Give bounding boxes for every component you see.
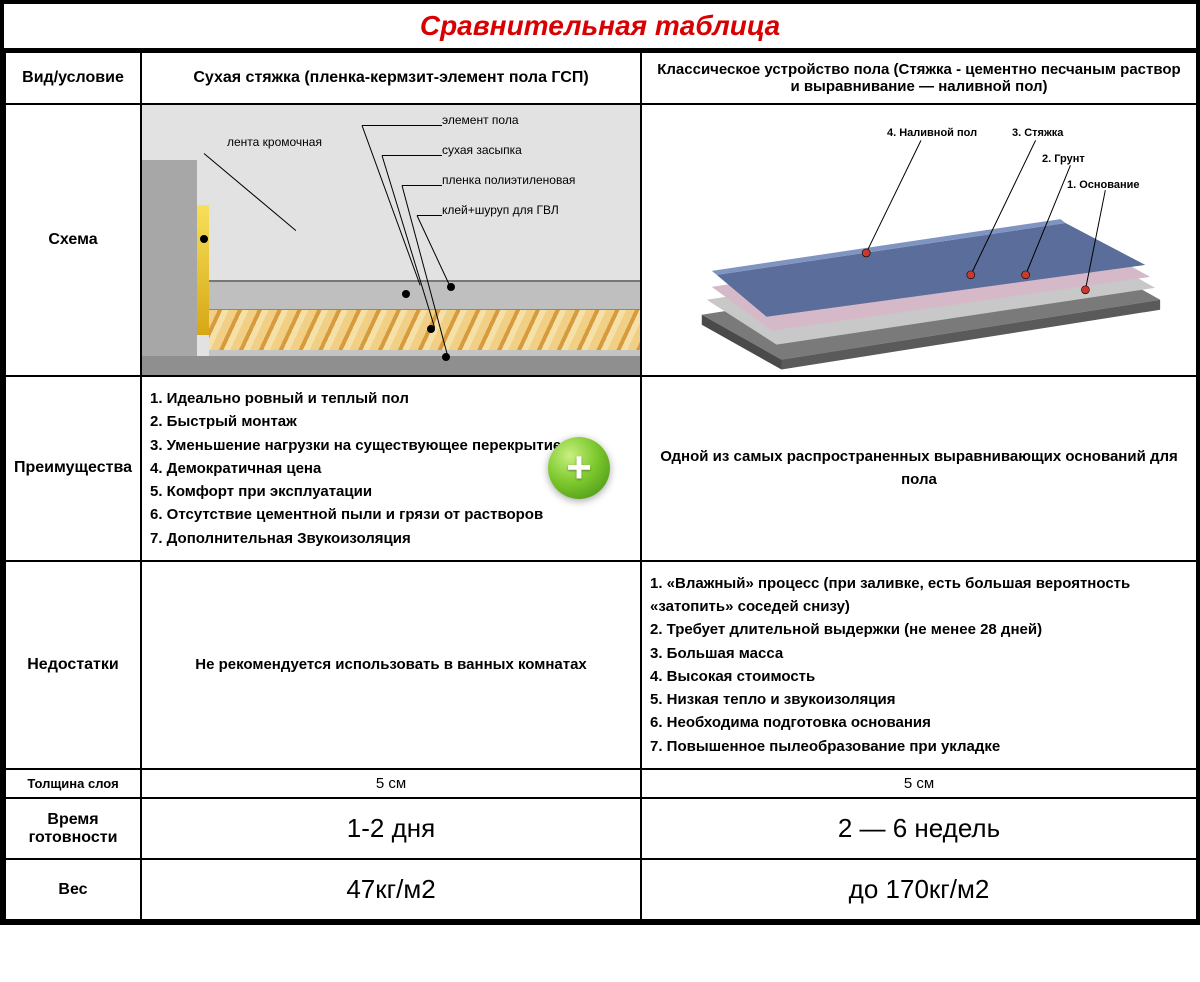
row-disadvantages: Недостатки Не рекомендуется использовать… [5, 561, 1197, 769]
disadvantages-a: Не рекомендуется использовать в ванных к… [141, 561, 641, 769]
callout-film: пленка полиэтиленовая [442, 173, 575, 187]
advantages-a: 1. Идеально ровный и теплый пол 2. Быстр… [141, 376, 641, 561]
row-schema: Схема лента кромочная элемент пола [5, 104, 1197, 376]
schema-b-label-3: 3. Стяжка [1012, 127, 1063, 139]
schema-b-label-4: 4. Наливной пол [887, 127, 977, 139]
callout-dry-fill: сухая засыпка [442, 143, 522, 157]
disadvantages-b: 1. «Влажный» процесс (при заливке, есть … [641, 561, 1197, 769]
comparison-table: Сравнительная таблица Вид/условие Сухая … [0, 0, 1200, 925]
ready-a: 1-2 дня [141, 798, 641, 859]
table-title: Сравнительная таблица [4, 4, 1196, 51]
callout-glue-screw: клей+шуруп для ГВЛ [442, 203, 559, 217]
row-advantages: Преимущества 1. Идеально ровный и теплый… [5, 376, 1197, 561]
schema-b-label-2: 2. Грунт [1042, 153, 1085, 165]
label-ready-time: Время готовности [5, 798, 141, 859]
schema-b-label-1: 1. Основание [1067, 179, 1140, 191]
callout-edge-tape: лента кромочная [227, 135, 322, 149]
header-label: Вид/условие [5, 52, 141, 104]
disadvantages-b-text: 1. «Влажный» процесс (при заливке, есть … [650, 572, 1188, 758]
label-thickness: Толщина слоя [5, 769, 141, 799]
schema-b-diagram: 4. Наливной пол 3. Стяжка 2. Грунт 1. Ос… [642, 105, 1196, 375]
schema-a-base [142, 356, 640, 375]
header-row: Вид/условие Сухая стяжка (пленка-кермзит… [5, 52, 1197, 104]
label-weight: Вес [5, 859, 141, 920]
thickness-b: 5 см [641, 769, 1197, 799]
row-ready-time: Время готовности 1-2 дня 2 — 6 недель [5, 798, 1197, 859]
label-schema: Схема [5, 104, 141, 376]
schema-a-diagram: лента кромочная элемент пола сухая засып… [142, 105, 640, 375]
weight-a: 47кг/м2 [141, 859, 641, 920]
label-disadvantages: Недостатки [5, 561, 141, 769]
advantages-b: Одной из самых распространенных выравнив… [641, 376, 1197, 561]
header-col-a: Сухая стяжка (пленка-кермзит-элемент пол… [141, 52, 641, 104]
row-weight: Вес 47кг/м2 до 170кг/м2 [5, 859, 1197, 920]
schema-a-edge-tape [197, 205, 209, 335]
label-advantages: Преимущества [5, 376, 141, 561]
schema-a-fill [209, 310, 640, 350]
header-col-b: Классическое устройство пола (Стяжка - ц… [641, 52, 1197, 104]
callout-element: элемент пола [442, 113, 519, 127]
main-table: Вид/условие Сухая стяжка (пленка-кермзит… [4, 51, 1198, 921]
ready-b: 2 — 6 недель [641, 798, 1197, 859]
schema-a-wall [142, 160, 197, 375]
weight-b: до 170кг/м2 [641, 859, 1197, 920]
thickness-a: 5 см [141, 769, 641, 799]
row-thickness: Толщина слоя 5 см 5 см [5, 769, 1197, 799]
schema-b-cell: 4. Наливной пол 3. Стяжка 2. Грунт 1. Ос… [641, 104, 1197, 376]
plus-icon: + [548, 437, 610, 499]
schema-a-cell: лента кромочная элемент пола сухая засып… [141, 104, 641, 376]
